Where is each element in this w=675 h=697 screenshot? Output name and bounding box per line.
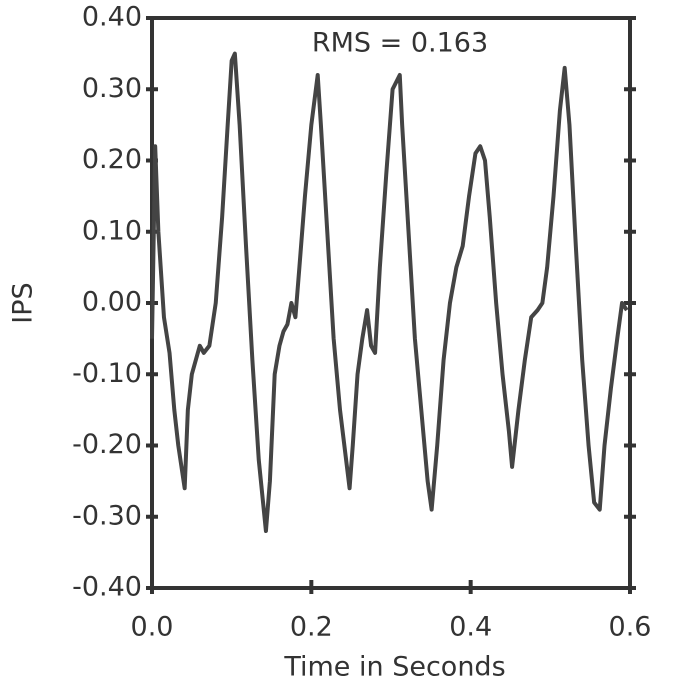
- y-tick-label: 0.40: [82, 2, 142, 33]
- y-tick-label: 0.10: [82, 215, 142, 246]
- x-tick-label: 0.2: [290, 612, 333, 643]
- y-tick-label: -0.40: [72, 572, 142, 603]
- x-tick-label: 0.6: [609, 612, 652, 643]
- x-tick-label: 0.4: [449, 612, 492, 643]
- y-tick-label: -0.10: [72, 358, 142, 389]
- y-axis-label: IPS: [8, 282, 39, 323]
- x-axis-label: Time in Seconds: [283, 652, 505, 683]
- y-tick-label: 0.20: [82, 144, 142, 175]
- x-tick-label: 0.0: [131, 612, 174, 643]
- y-tick-label: 0.00: [82, 287, 142, 318]
- y-tick-label: -0.30: [72, 500, 142, 531]
- y-tick-label: -0.20: [72, 429, 142, 460]
- annotation: RMS = 0.163: [312, 28, 488, 59]
- y-tick-label: 0.30: [82, 73, 142, 104]
- waveform-line: [150, 51, 629, 533]
